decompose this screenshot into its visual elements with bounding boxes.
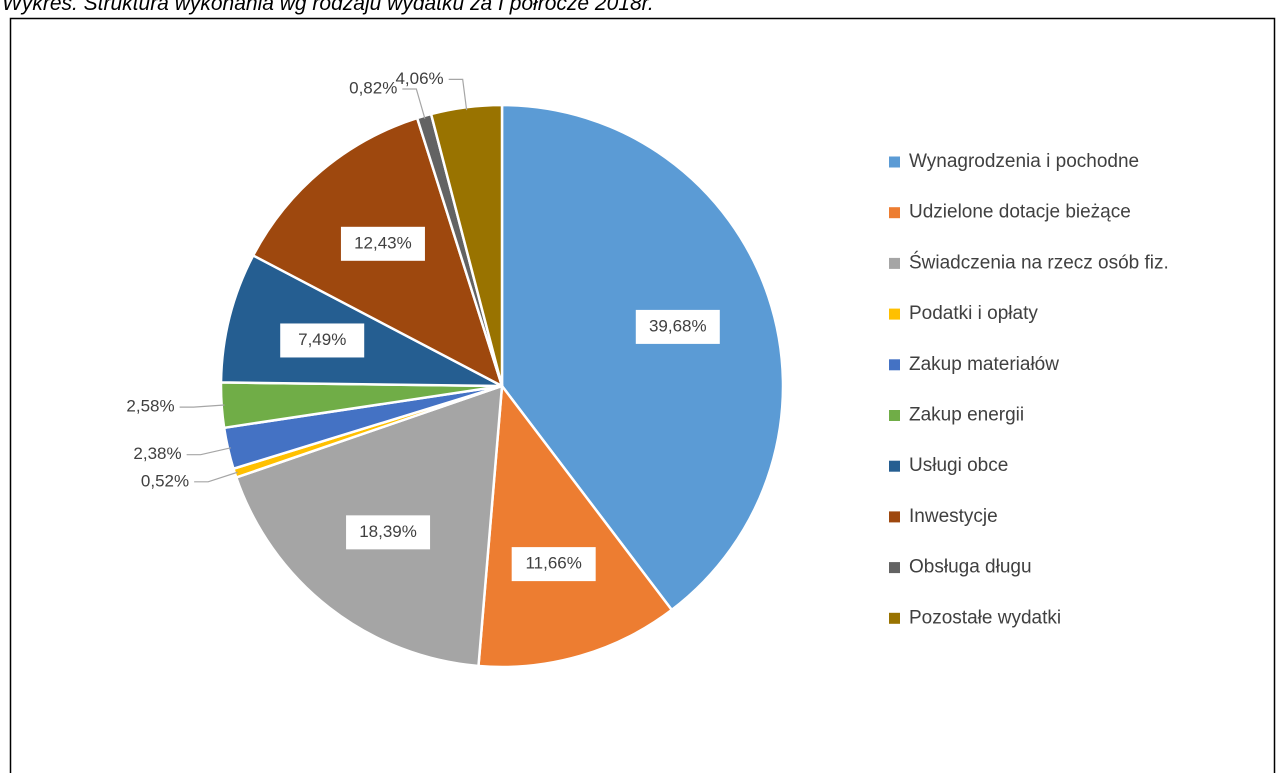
data-label: 18,39% <box>359 522 417 541</box>
data-label: 0,52% <box>141 471 189 490</box>
data-label: 12,43% <box>354 233 412 252</box>
legend-swatch <box>889 359 900 371</box>
legend-label: Pozostałe wydatki <box>909 607 1061 628</box>
legend-swatch <box>889 156 900 168</box>
data-label: 39,68% <box>649 316 707 335</box>
legend-swatch <box>889 410 900 421</box>
chart-title: Wykres. Struktura wykonania wg rodzaju w… <box>2 0 654 15</box>
legend-swatch <box>889 562 900 574</box>
data-label: 2,38% <box>133 444 181 463</box>
legend-swatch <box>889 612 900 624</box>
data-label-box <box>511 547 596 582</box>
legend-label: Obsługa długu <box>909 557 1032 578</box>
data-label-box <box>635 309 720 344</box>
data-label: 11,66% <box>525 554 581 573</box>
legend-label: Zakup energii <box>909 405 1024 426</box>
leader-line <box>448 78 468 111</box>
data-label-box <box>346 515 431 550</box>
data-label: 2,58% <box>126 397 174 416</box>
data-label-box <box>340 226 425 261</box>
leader-line <box>179 404 225 408</box>
legend-label: Usługi obce <box>909 455 1008 476</box>
legend-label: Inwestycje <box>909 506 998 527</box>
chart-frame <box>9 17 1276 773</box>
leader-line <box>194 471 238 483</box>
pie-slice <box>500 103 785 612</box>
data-label-box <box>280 323 365 358</box>
legend-label: Udzielone dotacje bieżące <box>909 202 1131 223</box>
legend-swatch <box>889 308 900 320</box>
legend-label: Świadczenia na rzecz osób fiz. <box>909 251 1169 273</box>
leader-line <box>186 447 231 456</box>
legend-label: Wynagrodzenia i pochodne <box>909 151 1139 172</box>
leader-line <box>402 88 426 119</box>
legend-swatch <box>889 511 900 523</box>
legend-swatch <box>889 207 900 219</box>
pie-slice <box>477 382 674 669</box>
legend-swatch <box>889 257 900 269</box>
legend-swatch <box>889 460 900 472</box>
legend-label: Zakup materiałów <box>909 354 1059 375</box>
legend-label: Podatki i opłaty <box>909 303 1038 324</box>
data-label: 0,82% <box>349 78 397 97</box>
data-label: 4,06% <box>395 69 443 88</box>
data-label: 7,49% <box>298 330 346 349</box>
